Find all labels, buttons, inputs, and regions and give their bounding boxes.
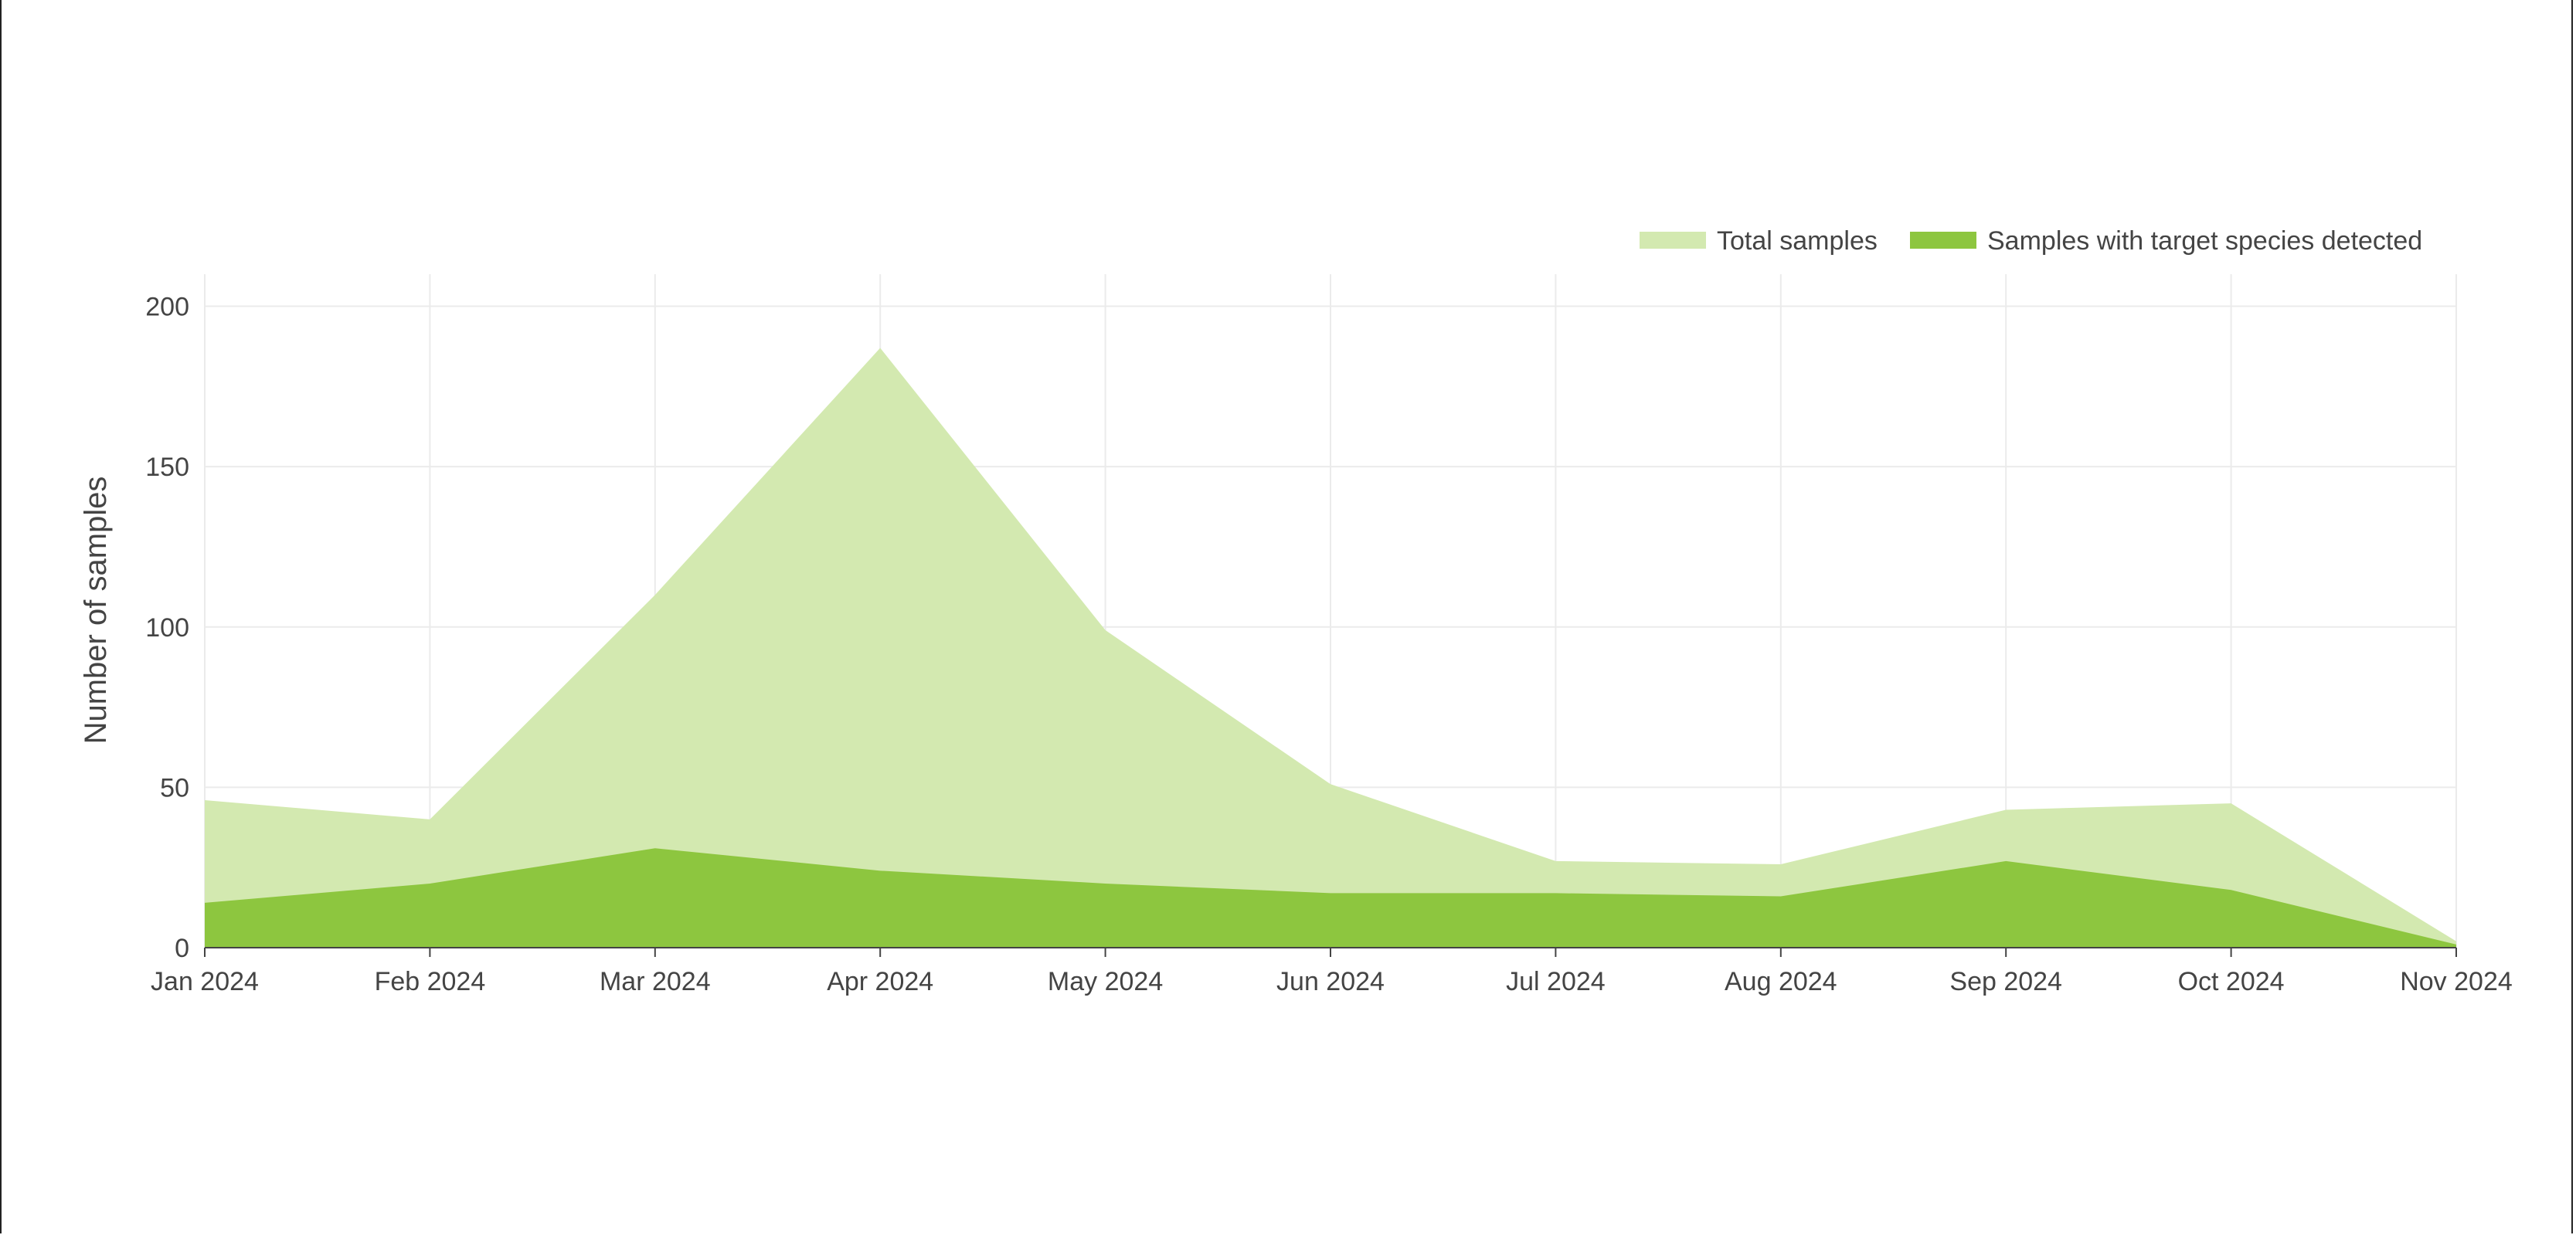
- total-samples-point[interactable]: [2227, 799, 2236, 808]
- y-tick-label: 100: [145, 613, 189, 643]
- detected-samples-point[interactable]: [1776, 892, 1786, 901]
- total-samples-point[interactable]: [425, 815, 434, 824]
- detected-samples-point[interactable]: [1551, 888, 1560, 897]
- y-tick-label: 200: [145, 293, 189, 322]
- detected-samples-point[interactable]: [2001, 857, 2010, 866]
- x-tick-label: Sep 2024: [1949, 967, 2062, 996]
- total-samples-point[interactable]: [1551, 857, 1560, 866]
- x-tick-label: Jul 2024: [1506, 967, 1606, 996]
- y-tick-label: 0: [175, 934, 189, 963]
- detected-samples-point[interactable]: [1326, 888, 1335, 897]
- x-tick-label: Feb 2024: [375, 967, 486, 996]
- x-tick-label: Apr 2024: [827, 967, 933, 996]
- axes: 0 50 100 150 200 Jan 2024 Feb 2024 Mar 2024 Apr …: [145, 293, 2513, 996]
- detected-samples-point[interactable]: [651, 843, 660, 853]
- total-samples-point[interactable]: [2001, 805, 2010, 814]
- detected-samples-point[interactable]: [1101, 879, 1110, 888]
- total-samples-point[interactable]: [1326, 779, 1335, 789]
- y-axis-title: Number of samples: [79, 477, 113, 745]
- total-samples-area: [205, 348, 2456, 948]
- detected-samples-point[interactable]: [2227, 885, 2236, 894]
- x-tick-label: Oct 2024: [2178, 967, 2285, 996]
- legend-swatch: [1910, 232, 1976, 249]
- total-samples-point[interactable]: [1776, 860, 1786, 869]
- y-tick-label: 150: [145, 453, 189, 482]
- legend[interactable]: Total samples Samples with target species…: [1640, 226, 2422, 256]
- area-series: [200, 344, 2456, 948]
- legend-item-detected[interactable]: Samples with target species detected: [1910, 226, 2422, 256]
- detected-samples-area: [205, 848, 2456, 948]
- total-samples-point[interactable]: [200, 796, 209, 805]
- x-tick-label: Aug 2024: [1725, 967, 1837, 996]
- x-tick-label: Jun 2024: [1276, 967, 1385, 996]
- legend-label: Samples with target species detected: [1987, 226, 2422, 256]
- x-tick-label: Nov 2024: [2400, 967, 2513, 996]
- legend-label: Total samples: [1717, 226, 1878, 256]
- x-tick-label: Jan 2024: [151, 967, 259, 996]
- x-tick-label: May 2024: [1048, 967, 1163, 996]
- legend-item-total-samples[interactable]: Total samples: [1640, 226, 1878, 256]
- legend-swatch: [1640, 232, 1706, 249]
- total-samples-point[interactable]: [1101, 626, 1110, 635]
- detected-samples-point[interactable]: [200, 898, 209, 908]
- total-samples-point[interactable]: [651, 590, 660, 599]
- detected-samples-point[interactable]: [875, 866, 885, 875]
- x-tick-label: Mar 2024: [600, 967, 711, 996]
- detected-samples-point[interactable]: [425, 879, 434, 888]
- total-samples-point[interactable]: [875, 344, 885, 353]
- y-tick-label: 50: [160, 773, 189, 802]
